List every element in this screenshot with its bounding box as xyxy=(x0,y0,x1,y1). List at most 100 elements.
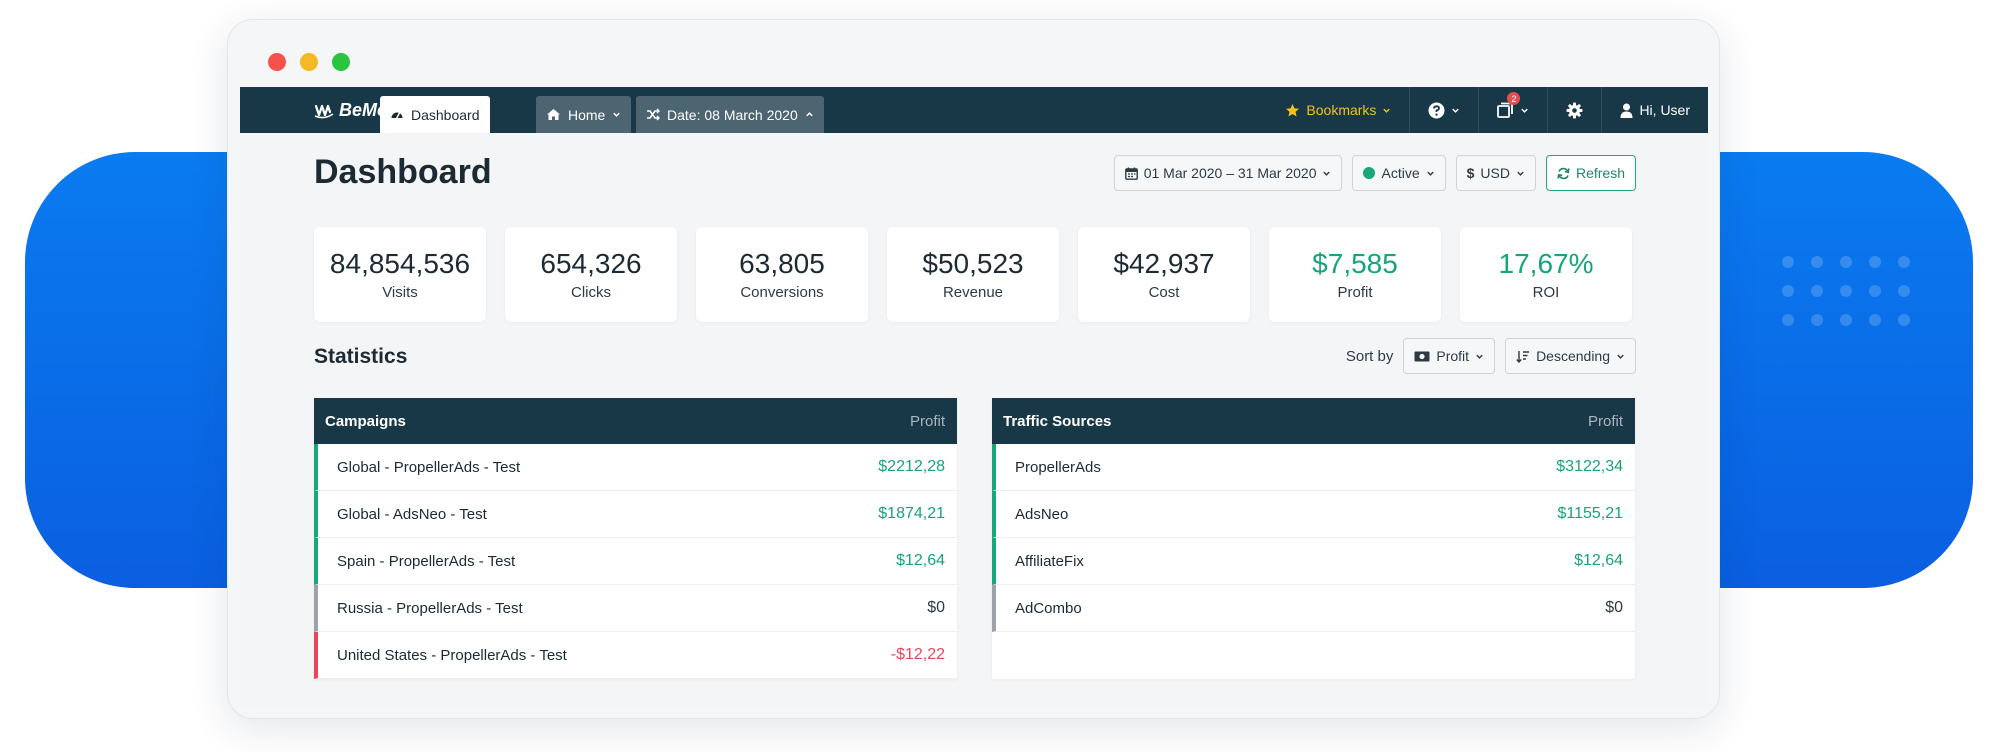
kpi-label: ROI xyxy=(1532,283,1560,301)
row-profit: $2212,28 xyxy=(878,458,945,475)
table-row[interactable]: Spain - PropellerAds - Test $12,64 xyxy=(314,538,957,585)
chevron-down-icon xyxy=(1521,108,1529,113)
kpi-card-conversions[interactable]: 63,805 Conversions xyxy=(696,227,868,322)
row-name: Global - PropellerAds - Test xyxy=(337,458,521,476)
minimize-window-button[interactable] xyxy=(300,53,318,71)
chevron-down-icon xyxy=(1517,171,1524,176)
help-menu[interactable] xyxy=(1409,87,1478,133)
kpi-label: Revenue xyxy=(942,283,1004,301)
window-controls xyxy=(268,53,350,71)
table-row[interactable]: United States - PropellerAds - Test -$12… xyxy=(314,632,957,679)
dashboard-controls: 01 Mar 2020 – 31 Mar 2020 Active $ USD xyxy=(1113,155,1636,191)
table-row[interactable]: AdsNeo $1155,21 xyxy=(992,491,1635,538)
maximize-window-button[interactable] xyxy=(332,53,350,71)
traffic-sources-panel: Traffic Sources Profit PropellerAds $312… xyxy=(992,398,1635,679)
refresh-icon xyxy=(1557,167,1570,179)
top-navbar: BeMob Dashboard Home xyxy=(240,87,1708,133)
bookmarks-menu[interactable]: Bookmarks xyxy=(1267,87,1409,133)
table-row[interactable]: Global - AdsNeo - Test $1874,21 xyxy=(314,491,957,538)
tab-dashboard-label: Dashboard xyxy=(411,106,480,123)
money-icon xyxy=(1414,351,1430,361)
kpi-value: $7,585 xyxy=(1312,248,1398,280)
kpi-card-cost[interactable]: $42,937 Cost xyxy=(1078,227,1250,322)
kpi-value: 84,854,536 xyxy=(329,248,471,280)
kpi-label: Cost xyxy=(1148,283,1180,301)
chevron-down-icon xyxy=(613,112,621,117)
currency-selector[interactable]: $ USD xyxy=(1455,155,1536,191)
gear-icon xyxy=(1566,102,1583,118)
traffic-sources-column-profit[interactable]: Profit xyxy=(1587,412,1623,430)
user-menu[interactable]: Hi, User xyxy=(1601,87,1708,133)
row-name: PropellerAds xyxy=(1015,458,1101,476)
row-name: AdsNeo xyxy=(1015,505,1069,523)
row-profit: $12,64 xyxy=(1574,552,1623,569)
row-profit: $3122,34 xyxy=(1556,458,1623,475)
kpi-value: $42,937 xyxy=(1113,248,1215,280)
row-name: United States - PropellerAds - Test xyxy=(337,646,567,664)
row-profit: $0 xyxy=(1605,599,1623,616)
kpi-value: $50,523 xyxy=(922,248,1024,280)
kpi-label: Clicks xyxy=(571,283,611,301)
bemob-logo-icon xyxy=(314,104,334,118)
status-filter-label: Active xyxy=(1381,165,1420,181)
tab-home-label: Home xyxy=(568,106,606,123)
row-profit: $1155,21 xyxy=(1557,505,1623,522)
star-icon xyxy=(1286,103,1300,116)
close-window-button[interactable] xyxy=(268,53,286,71)
statistics-title: Statistics xyxy=(314,345,408,368)
sort-controls: Sort by Profit Descending xyxy=(1346,338,1636,374)
notifications-badge: 2 xyxy=(1507,92,1521,105)
date-range-picker[interactable]: 01 Mar 2020 – 31 Mar 2020 xyxy=(1113,155,1343,191)
kpi-card-clicks[interactable]: 654,326 Clicks xyxy=(505,227,677,322)
home-icon xyxy=(547,109,560,120)
row-name: AdCombo xyxy=(1015,599,1082,617)
chevron-down-icon xyxy=(1323,171,1331,176)
table-row[interactable]: AdCombo $0 xyxy=(992,585,1635,632)
table-row[interactable]: AffiliateFix $12,64 xyxy=(992,538,1635,585)
chevron-down-icon xyxy=(1476,354,1483,359)
table-row[interactable]: Russia - PropellerAds - Test $0 xyxy=(314,585,957,632)
campaigns-panel: Campaigns Profit Global - PropellerAds -… xyxy=(314,398,957,679)
tab-date-label: Date: 08 March 2020 xyxy=(667,106,798,123)
sort-field-label: Profit xyxy=(1436,348,1470,364)
kpi-card-profit[interactable]: $7,585 Profit xyxy=(1269,227,1441,322)
kpi-value: 63,805 xyxy=(739,248,825,280)
chevron-down-icon xyxy=(1617,354,1624,359)
kpi-card-revenue[interactable]: $50,523 Revenue xyxy=(887,227,1059,322)
campaigns-header: Campaigns Profit xyxy=(314,398,957,444)
settings-button[interactable] xyxy=(1547,87,1601,133)
campaigns-column-profit[interactable]: Profit xyxy=(909,412,945,430)
browser-window: BeMob Dashboard Home xyxy=(227,19,1720,719)
campaigns-list: Global - PropellerAds - Test $2212,28 Gl… xyxy=(314,444,957,679)
row-profit: $0 xyxy=(927,599,945,616)
kpi-label: Visits xyxy=(382,283,418,301)
kpi-card-visits[interactable]: 84,854,536 Visits xyxy=(314,227,486,322)
table-row[interactable]: Global - PropellerAds - Test $2212,28 xyxy=(314,444,957,491)
currency-label: USD xyxy=(1480,165,1510,181)
kpi-cards: 84,854,536 Visits 654,326 Clicks 63,805 … xyxy=(314,227,1632,322)
sort-order-dropdown[interactable]: Descending xyxy=(1505,338,1636,374)
traffic-sources-header: Traffic Sources Profit xyxy=(992,398,1635,444)
help-icon xyxy=(1428,102,1445,118)
row-profit: -$12,22 xyxy=(890,646,945,663)
sort-field-dropdown[interactable]: Profit xyxy=(1403,338,1496,374)
sort-descending-icon xyxy=(1516,350,1530,363)
calendar-icon xyxy=(1124,167,1138,180)
campaigns-title: Campaigns xyxy=(325,412,406,430)
table-row[interactable]: PropellerAds $3122,34 xyxy=(992,444,1635,491)
row-name: Spain - PropellerAds - Test xyxy=(337,552,516,570)
kpi-label: Profit xyxy=(1337,283,1373,301)
tab-home[interactable]: Home xyxy=(536,96,632,133)
tab-date[interactable]: Date: 08 March 2020 xyxy=(636,96,824,133)
status-filter[interactable]: Active xyxy=(1352,155,1446,191)
kpi-card-roi[interactable]: 17,67% ROI xyxy=(1460,227,1632,322)
traffic-sources-title: Traffic Sources xyxy=(1003,412,1112,430)
row-profit: $12,64 xyxy=(896,552,945,569)
user-greeting: Hi, User xyxy=(1639,102,1690,118)
decorative-dot-grid xyxy=(1782,256,1910,326)
row-profit: $1874,21 xyxy=(878,505,945,522)
refresh-button[interactable]: Refresh xyxy=(1545,155,1636,191)
kpi-value: 654,326 xyxy=(540,248,642,280)
notifications-menu[interactable]: 2 xyxy=(1478,87,1547,133)
tab-dashboard[interactable]: Dashboard xyxy=(380,96,490,133)
